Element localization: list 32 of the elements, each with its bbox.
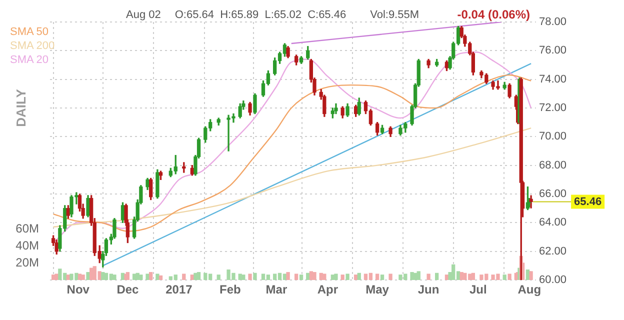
y-tick-label: 66.00 bbox=[539, 188, 567, 200]
y-tick-label: 72.00 bbox=[539, 102, 567, 114]
y-tick-label: 62.00 bbox=[539, 245, 567, 258]
text: Aug 02 bbox=[126, 9, 161, 22]
y-tick-label: 78.00 bbox=[539, 16, 567, 28]
y2-tick-label: 20M bbox=[16, 255, 40, 270]
x-tick-label: 2017 bbox=[166, 282, 193, 297]
y-tick-label: 68.00 bbox=[539, 159, 567, 172]
text: SMA 200 bbox=[10, 40, 55, 52]
y2-tick-label: 60M bbox=[16, 221, 40, 236]
x-tick-label: Dec bbox=[116, 282, 140, 297]
text: Vol:9.55M bbox=[370, 9, 420, 22]
text: O:65.64 H:65.89 L:65.02 C:65.46 bbox=[174, 9, 346, 22]
x-tick-label: Mar bbox=[266, 282, 288, 297]
y-tick-label: 70.00 bbox=[539, 130, 567, 143]
y-tick-label: 64.00 bbox=[539, 216, 567, 229]
x-tick-label: Jul bbox=[469, 282, 487, 297]
x-tick-label: Nov bbox=[66, 282, 90, 297]
text: -0.04 (0.06%) bbox=[457, 7, 530, 22]
y2-tick-label: 40M bbox=[16, 238, 40, 252]
text: SMA 20 bbox=[10, 54, 49, 66]
annotation: 65.46 bbox=[574, 196, 602, 208]
x-tick-label: Aug bbox=[518, 282, 542, 297]
x-tick-label: May bbox=[366, 282, 390, 297]
x-tick-label: Jun bbox=[418, 282, 440, 297]
y-tick-label: 74.00 bbox=[539, 73, 567, 86]
y-tick-label: 60.00 bbox=[539, 274, 567, 286]
text: SMA 50 bbox=[10, 26, 49, 38]
x-tick-label: Feb bbox=[220, 282, 241, 297]
x-tick-label: Apr bbox=[317, 282, 338, 297]
y2-axis-title: DAILY bbox=[14, 88, 29, 127]
y-tick-label: 76.00 bbox=[539, 44, 567, 57]
